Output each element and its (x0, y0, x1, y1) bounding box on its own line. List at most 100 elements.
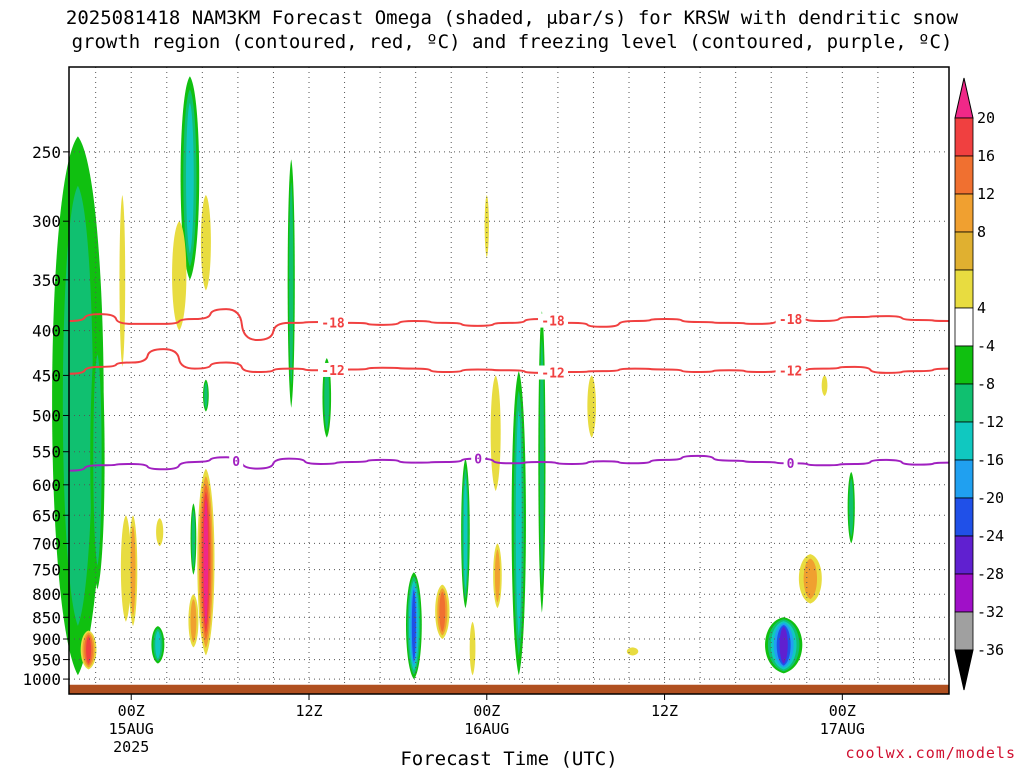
colorbar-band (954, 383, 974, 423)
colorbar-band (954, 497, 974, 537)
y-tick-label: 500 (32, 406, 61, 425)
contour-label-bg (229, 453, 244, 468)
omega-feature-band (821, 375, 828, 396)
y-tick-label: 250 (32, 143, 61, 162)
chart-title-line2: growth region (contoured, red, ºC) and f… (71, 31, 953, 53)
colorbar-label: -28 (977, 565, 1004, 583)
x-tick-label: 00Z (118, 702, 145, 720)
omega-feature-band (411, 589, 416, 662)
omega-feature-band (155, 630, 161, 659)
omega-feature-band (587, 375, 596, 438)
colorbar-label: 16 (977, 147, 995, 165)
contour-label-bg (318, 315, 348, 330)
contour-line-minus18 (68, 308, 950, 342)
omega-feature-band (439, 591, 446, 632)
colorbar-label: 4 (977, 299, 986, 317)
colorbar-label: -32 (977, 603, 1004, 621)
colorbar-top-triangle (954, 77, 974, 119)
omega-feature-band (849, 478, 854, 537)
colorbar-band (954, 611, 974, 651)
watermark-text: coolwx.com/models (845, 744, 1016, 762)
y-tick-label: 400 (32, 322, 61, 341)
colorbar-band (954, 345, 974, 385)
omega-feature-band (203, 499, 209, 626)
contour-label-bg (538, 365, 568, 380)
x-tick-date: 17AUG (820, 720, 865, 738)
y-tick-label: 1000 (22, 670, 61, 689)
contour-label-bg (318, 362, 348, 377)
ground-surface (69, 684, 949, 694)
colorbar-label: -36 (977, 641, 1004, 659)
colorbar-band (954, 573, 974, 613)
colorbar-label: 12 (977, 185, 995, 203)
omega-feature-band (484, 194, 489, 258)
colorbar-band (954, 269, 974, 309)
y-tick-label: 750 (32, 561, 61, 580)
chart-title-line1: 2025081418 NAM3KM Forecast Omega (shaded… (65, 7, 959, 29)
contour-label: -12 (541, 367, 564, 382)
y-tick-label: 600 (32, 476, 61, 495)
y-tick-label: 350 (32, 271, 61, 290)
omega-feature-band (463, 477, 468, 589)
contour-label-bg (471, 451, 486, 466)
colorbar-band (954, 117, 974, 157)
y-tick-label: 300 (32, 212, 61, 231)
colorbar-bottom-triangle (954, 649, 974, 691)
contour-label: 0 (787, 457, 795, 472)
omega-feature-band (191, 509, 196, 569)
omega-feature-band (626, 647, 639, 656)
colorbar-label: -4 (977, 337, 995, 355)
x-tick-label: 12Z (651, 702, 678, 720)
colorbar-band (954, 421, 974, 461)
x-tick-date: 16AUG (464, 720, 509, 738)
omega-feature-band (156, 518, 164, 547)
contour-label-bg (783, 456, 798, 471)
contour-label: 0 (474, 453, 482, 468)
colorbar-label: 20 (977, 109, 995, 127)
y-tick-label: 650 (32, 506, 61, 525)
contour-label-bg (775, 363, 806, 378)
omega-feature-band (190, 599, 197, 643)
x-tick-year: 2025 (113, 738, 149, 756)
colorbar-band (954, 155, 974, 195)
colorbar-label: -20 (977, 489, 1004, 507)
omega-feature-band (200, 194, 211, 291)
omega-feature-band (120, 515, 131, 622)
y-tick-label: 450 (32, 366, 61, 385)
colorbar-label: -12 (977, 413, 1004, 431)
colorbar: 20 16 12 8 4 -4 -8 -12 -16 -20 -24 -28 -32 -36 (954, 77, 1004, 691)
x-tick-date: 15AUG (109, 720, 154, 738)
contour-label: -18 (779, 313, 803, 328)
omega-feature-band (62, 185, 93, 626)
y-tick-label: 950 (32, 651, 61, 670)
omega-feature-band (324, 365, 330, 431)
x-tick-label: 12Z (295, 702, 322, 720)
x-tick-label: 00Z (473, 702, 500, 720)
y-tick-label: 900 (32, 630, 61, 649)
omega-feature-band (494, 549, 500, 603)
omega-feature-band (204, 382, 208, 409)
contour-label: -12 (779, 364, 802, 379)
colorbar-band (954, 307, 974, 347)
colorbar-band (954, 193, 974, 233)
omega-feature-band (289, 182, 294, 386)
frame-layer (68, 66, 950, 695)
omega-feature-band (469, 621, 476, 676)
contour-line-0 (68, 454, 950, 472)
y-tick-label: 700 (32, 534, 61, 553)
contour-label: -18 (541, 315, 565, 330)
plot-frame (68, 66, 950, 695)
y-tick-label: 800 (32, 585, 61, 604)
omega-feature-band (172, 221, 187, 331)
colorbar-label: -8 (977, 375, 995, 393)
contour-label: -18 (321, 316, 345, 331)
contour-label: 0 (232, 455, 240, 470)
y-tick-label: 850 (32, 608, 61, 627)
y-tick-label: 550 (32, 443, 61, 462)
x-axis-title: Forecast Time (UTC) (400, 748, 617, 768)
colorbar-label: -24 (977, 527, 1004, 545)
colorbar-band (954, 231, 974, 271)
omega-feature-band (490, 375, 501, 492)
omega-feature-band (86, 636, 92, 664)
